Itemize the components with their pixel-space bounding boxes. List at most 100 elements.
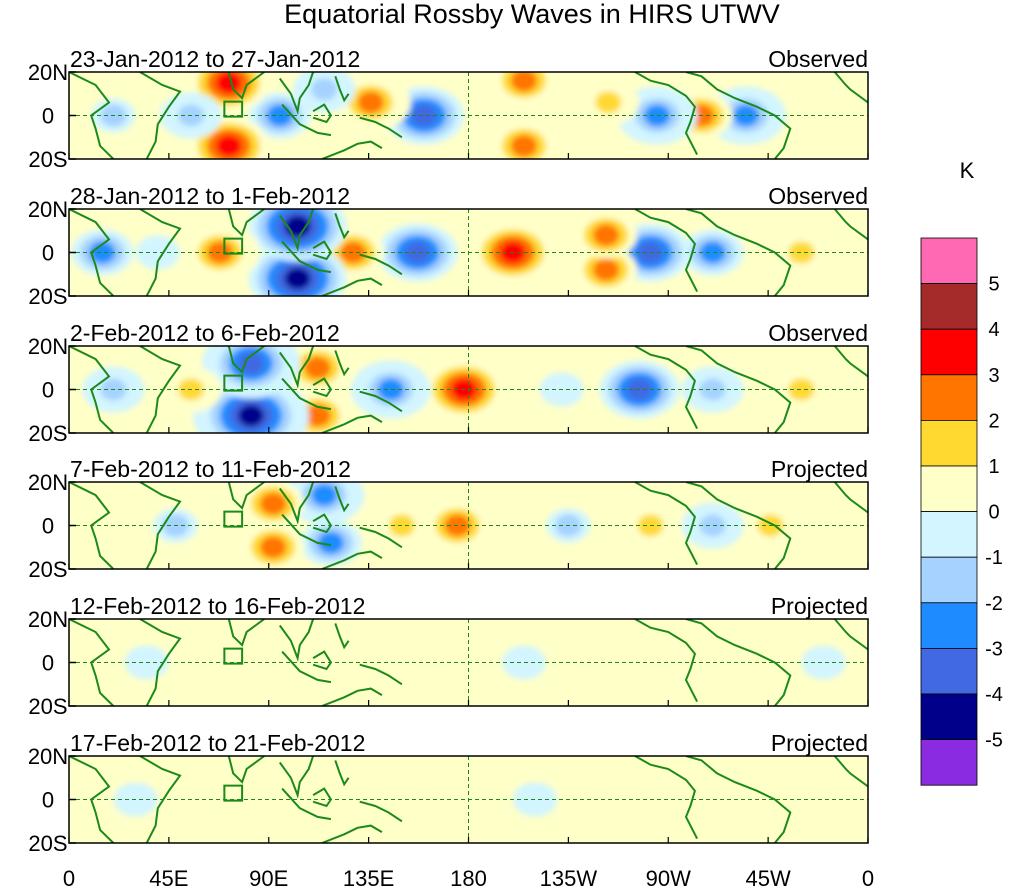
- y-tick-label: 0: [42, 241, 54, 266]
- anomaly-contour: [237, 352, 264, 375]
- anomaly-contour: [377, 378, 404, 401]
- y-tick-label: 20N: [28, 60, 68, 85]
- anomaly-contour: [237, 404, 264, 427]
- philippines-coast: [334, 623, 350, 650]
- y-tick-label: 20S: [28, 694, 67, 719]
- colorbar-units: K: [960, 158, 975, 183]
- anomaly-contour: [215, 134, 242, 157]
- india-coast: [227, 346, 265, 374]
- colorbar-swatch: [920, 328, 978, 376]
- australia-coast: [321, 140, 383, 159]
- panel-status: Observed: [768, 46, 868, 72]
- southeast-asia-coast: [278, 346, 315, 389]
- y-tick-label: 0: [42, 788, 54, 813]
- anomaly-contour: [699, 514, 726, 537]
- colorbar-label: -1: [985, 547, 1003, 569]
- x-tick-label: 135E: [343, 866, 394, 890]
- reference-box: [223, 374, 244, 392]
- colorbar-label: 5: [988, 274, 999, 296]
- americas-east-coast: [685, 619, 792, 706]
- chart-title: Equatorial Rossby Waves in HIRS UTWV: [284, 0, 780, 29]
- panel-period: 23-Jan-2012 to 27-Jan-2012: [70, 46, 360, 72]
- sumatra-java-coast: [281, 377, 332, 411]
- anomaly-contour: [357, 91, 384, 114]
- colorbar-swatch: [920, 374, 978, 421]
- colorbar-label: 0: [988, 502, 999, 524]
- anomaly-contour: [510, 134, 537, 157]
- colorbar-label: 3: [988, 365, 999, 387]
- anomaly-contour: [593, 224, 620, 247]
- panel-status: Projected: [771, 456, 868, 482]
- colorbar-label: 2: [988, 410, 999, 432]
- india-coast: [227, 209, 265, 237]
- anomaly-contour: [788, 241, 815, 264]
- anomaly-contour: [810, 104, 837, 127]
- sumatra-java-coast: [281, 650, 332, 684]
- africa-east-coast: [139, 346, 182, 433]
- australia-coast: [321, 687, 383, 706]
- colorbar-swatch: [920, 602, 978, 649]
- americas-west-coast: [634, 209, 698, 293]
- x-tick-label: 90E: [249, 866, 288, 890]
- y-tick-label: 20S: [28, 147, 67, 172]
- panel-3: 20N 0 20S 2-Feb-2012 to 6-Feb-2012 Observed: [28, 320, 869, 446]
- americas-east-coast: [685, 209, 792, 296]
- americas-west-coast: [634, 619, 698, 703]
- anomaly-contour: [810, 651, 837, 674]
- reference-box: [223, 510, 244, 528]
- panel-status: Projected: [771, 730, 868, 756]
- anomaly-contour: [699, 378, 726, 401]
- panel-period: 17-Feb-2012 to 21-Feb-2012: [70, 730, 365, 756]
- anomaly-contour: [593, 258, 620, 281]
- southeast-asia-coast: [278, 482, 315, 525]
- anomaly-contour: [311, 484, 338, 507]
- anomaly-contour: [404, 241, 431, 264]
- southeast-asia-coast: [278, 619, 315, 662]
- panel-2: 20N 0 20S 28-Jan-2012 to 1-Feb-2012 Observed: [28, 183, 869, 309]
- india-coast: [227, 72, 265, 100]
- y-tick-label: 20N: [28, 334, 68, 359]
- anomaly-contour: [699, 788, 726, 811]
- philippines-coast: [334, 350, 350, 377]
- anomaly-contour: [260, 536, 287, 559]
- colorbar-swatch: [920, 237, 978, 284]
- y-tick-label: 0: [42, 651, 54, 676]
- colorbar: K 5 4 3 2 1 0 -1 -2 -3 -4 -5: [920, 158, 1003, 786]
- colorbar-label: -5: [985, 730, 1003, 752]
- x-tick-label: 180: [450, 866, 487, 890]
- coastlines: [69, 619, 868, 706]
- x-tick-label: 90W: [646, 866, 691, 890]
- x-tick-label: 45E: [149, 866, 188, 890]
- anomaly-contour: [510, 72, 537, 92]
- y-tick-label: 20S: [28, 421, 67, 446]
- colorbar-label: -2: [985, 593, 1003, 615]
- new-guinea-coast: [359, 390, 403, 413]
- sumatra-java-coast: [281, 513, 332, 547]
- americas-west-coast: [634, 482, 698, 566]
- anomaly-contour: [244, 651, 271, 674]
- india-coast: [227, 756, 265, 784]
- anomaly-contour: [340, 241, 367, 264]
- anomaly-contour: [510, 651, 537, 674]
- panels-group: 20N 0 20S 23-Jan-2012 to 27-Jan-2012 Observe…: [28, 46, 869, 856]
- west-africa-coast: [833, 482, 868, 514]
- anomaly-contour: [699, 241, 726, 264]
- anomaly-contour: [317, 531, 344, 554]
- africa-east-coast: [139, 482, 182, 569]
- colorbar-swatch: [920, 283, 978, 330]
- colorbar-swatch: [920, 419, 978, 467]
- australia-coast: [321, 414, 383, 433]
- y-tick-label: 20S: [28, 831, 67, 856]
- colorbar-swatch: [920, 511, 978, 558]
- americas-east-coast: [685, 482, 792, 569]
- americas-east-coast: [685, 756, 792, 843]
- americas-east-coast: [685, 72, 792, 159]
- americas-west-coast: [634, 72, 698, 156]
- x-tick-label: 0: [862, 866, 874, 890]
- panel-period: 2-Feb-2012 to 6-Feb-2012: [70, 320, 340, 346]
- philippines-coast: [334, 760, 350, 787]
- y-tick-label: 20N: [28, 470, 68, 495]
- x-tick-label: 135W: [540, 866, 598, 890]
- panel-1: 20N 0 20S 23-Jan-2012 to 27-Jan-2012 Observe…: [28, 46, 869, 172]
- anomaly-contour: [595, 91, 622, 114]
